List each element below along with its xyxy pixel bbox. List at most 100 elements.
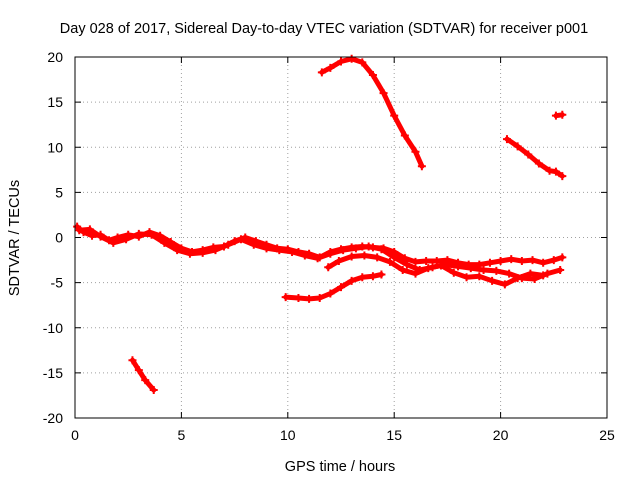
data-point — [551, 167, 560, 176]
y-tick-label: 10 — [47, 139, 63, 155]
chart-title: Day 028 of 2017, Sidereal Day-to-day VTE… — [60, 21, 588, 37]
data-point — [500, 280, 509, 289]
data-point — [432, 256, 441, 265]
data-point — [390, 253, 399, 262]
data-point — [558, 253, 567, 262]
data-point — [379, 89, 388, 98]
data-point — [324, 263, 333, 272]
data-point — [281, 293, 290, 302]
data-point — [422, 256, 431, 265]
data-point — [358, 273, 367, 282]
y-tick-label: 0 — [55, 230, 63, 246]
data-point — [334, 256, 343, 265]
data-point — [364, 242, 373, 251]
data-point — [211, 246, 220, 255]
x-axis-label: GPS time / hours — [285, 459, 395, 475]
data-point — [300, 251, 309, 260]
data-point — [539, 258, 548, 267]
data-point — [75, 226, 84, 235]
x-tick-label: 20 — [493, 427, 509, 443]
data-point — [358, 58, 367, 67]
data-point — [485, 258, 494, 267]
data-point — [313, 254, 322, 263]
data-point — [479, 265, 488, 274]
data-point — [347, 276, 356, 285]
x-tick-label: 10 — [280, 427, 296, 443]
data-point — [305, 294, 314, 303]
y-tick-label: -10 — [43, 320, 63, 336]
data-point — [122, 235, 131, 244]
series-arc-4 — [504, 136, 565, 179]
data-point — [317, 68, 326, 77]
data-point — [400, 131, 409, 140]
data-point — [539, 271, 548, 280]
data-point — [134, 366, 143, 375]
data-point — [398, 265, 407, 274]
data-point — [411, 257, 420, 266]
data-point — [347, 54, 356, 63]
data-point — [288, 247, 297, 256]
data-point — [185, 249, 194, 258]
data-point — [417, 162, 426, 171]
series-arc-6 — [283, 272, 384, 302]
data-point — [507, 255, 516, 264]
data-point — [134, 229, 143, 238]
y-tick-label: 15 — [47, 94, 63, 110]
data-point — [454, 262, 463, 271]
data-point — [173, 246, 182, 255]
x-tick-label: 25 — [599, 427, 615, 443]
data-point — [385, 257, 394, 266]
data-point — [262, 244, 271, 253]
data-point — [147, 230, 156, 239]
data-point — [198, 248, 207, 257]
data-point — [275, 246, 284, 255]
data-point — [492, 266, 501, 275]
data-point — [339, 246, 348, 255]
data-point — [517, 256, 526, 265]
data-point — [337, 57, 345, 66]
data-point — [360, 251, 369, 260]
y-axis-label: SDTVAR / TECUs — [7, 180, 23, 296]
axis-ticks: 0 5 10 15 20 25 -20 -15 -10 -5 0 5 10 15 20 — [43, 49, 615, 443]
data-point — [475, 272, 484, 281]
data-point — [377, 245, 386, 254]
data-point — [337, 283, 345, 292]
data-point — [502, 135, 511, 144]
data-point — [128, 356, 137, 365]
data-point — [249, 240, 258, 249]
data-point — [513, 142, 522, 151]
x-tick-label: 5 — [178, 427, 186, 443]
data-point — [141, 376, 150, 385]
data-point — [85, 225, 94, 234]
data-point — [437, 261, 446, 270]
data-point — [294, 293, 303, 302]
data-point — [528, 256, 537, 265]
y-tick-label: 5 — [55, 184, 63, 200]
data-point — [424, 264, 433, 273]
data-point — [368, 272, 377, 281]
data-point — [377, 270, 386, 279]
data-point — [326, 249, 335, 258]
data-point — [390, 111, 399, 120]
y-tick-label: -15 — [43, 365, 63, 381]
data-point — [526, 269, 535, 278]
data-point — [160, 238, 169, 247]
data-point — [402, 260, 411, 269]
data-point — [488, 276, 497, 285]
data-point — [449, 268, 458, 277]
series-arc-7 — [130, 357, 157, 393]
data-point — [96, 232, 105, 241]
y-tick-label: -20 — [43, 410, 63, 426]
data-point — [505, 269, 514, 278]
x-tick-label: 0 — [71, 427, 79, 443]
data-point — [224, 240, 233, 249]
data-point — [496, 256, 505, 265]
data-point — [236, 235, 245, 244]
data-point — [534, 159, 543, 168]
data-point — [373, 253, 382, 262]
data-point — [556, 265, 565, 274]
y-tick-label: -5 — [51, 275, 64, 291]
data-point — [411, 269, 420, 278]
data-point — [513, 274, 522, 283]
